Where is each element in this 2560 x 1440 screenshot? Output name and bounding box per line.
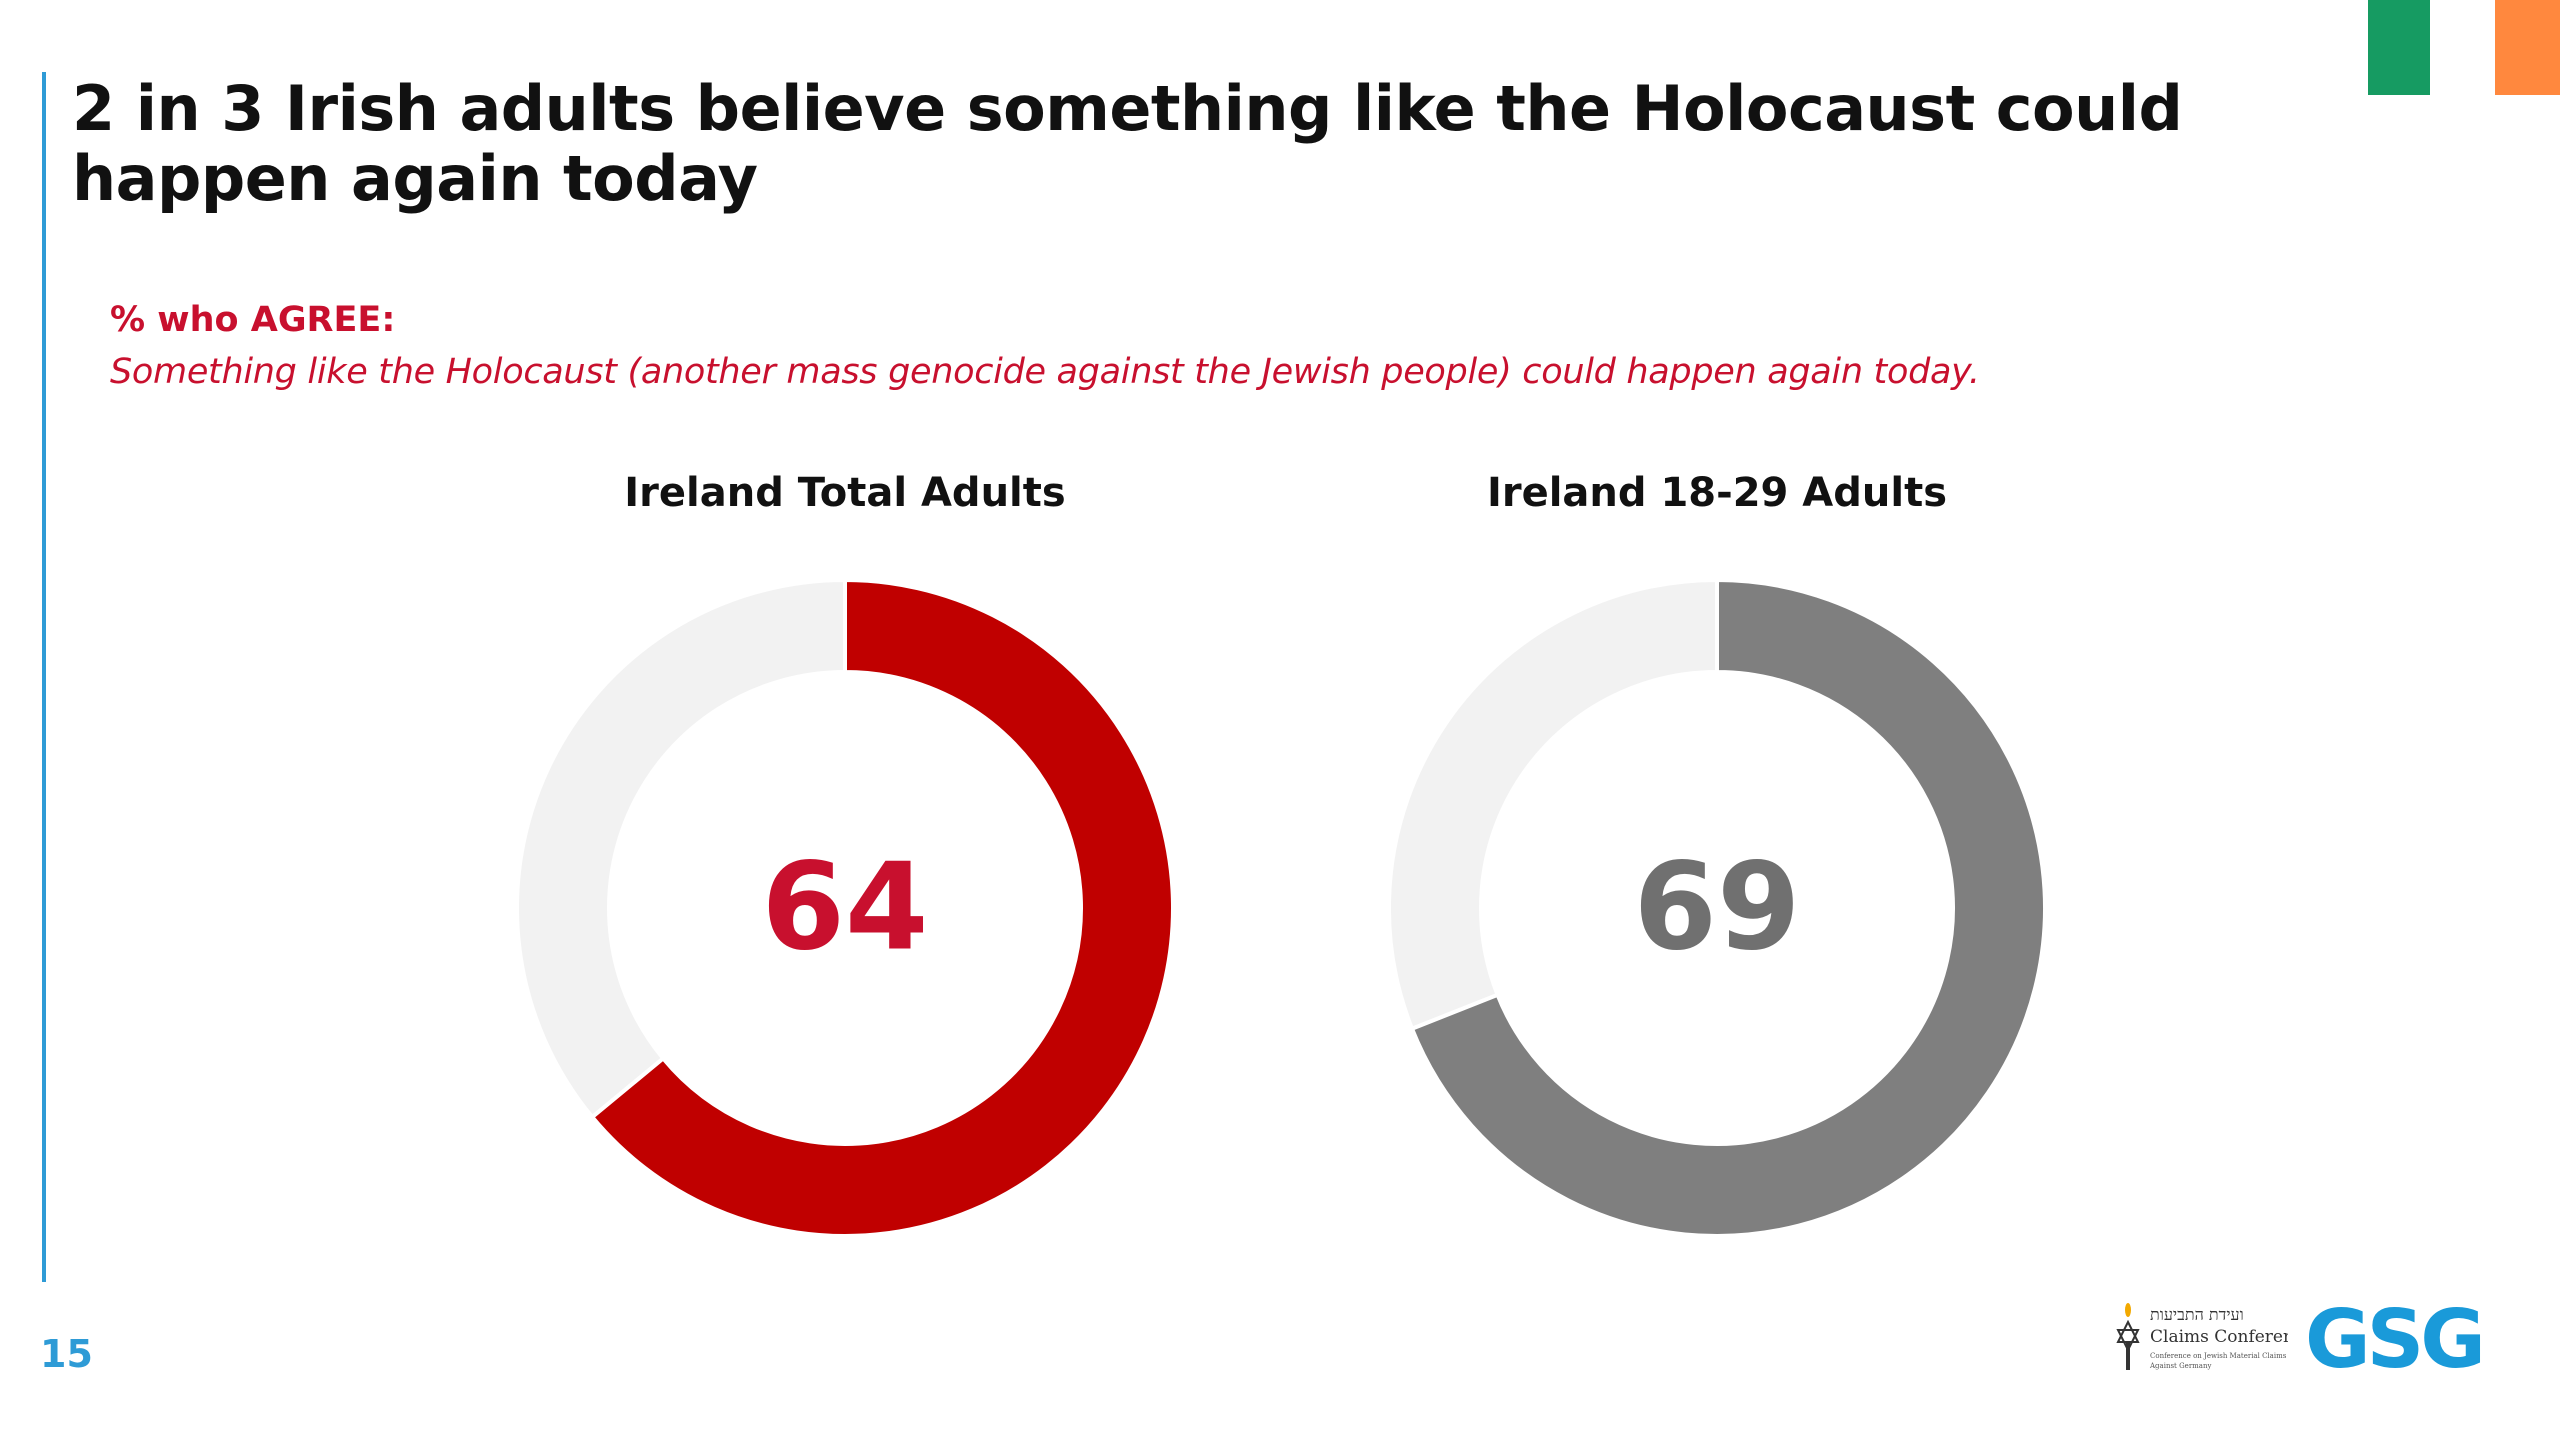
claims-sub-text-2: Against Germany: [2149, 1362, 2211, 1370]
claims-hebrew-text: ועידת התביעות: [2150, 1305, 2244, 1324]
chart-title-youth: Ireland 18-29 Adults: [1486, 470, 1948, 516]
claims-conference-logo: ועידת התביעות Claims Conference Conferen…: [2116, 1303, 2288, 1370]
survey-statement: Something like the Holocaust (another ma…: [110, 352, 1980, 392]
donut-chart-total: 64: [517, 580, 1173, 1236]
donut-arc-youth: [1409, 580, 2045, 1236]
left-accent-rule: [42, 72, 46, 1282]
claims-name-text: Claims Conference: [2150, 1327, 2288, 1347]
donut-value-total: 64: [762, 839, 929, 978]
flag-green-stripe: [2368, 0, 2430, 95]
chart-title-total: Ireland Total Adults: [624, 470, 1066, 516]
candle-star-icon: [2116, 1303, 2140, 1370]
agree-label: % who AGREE:: [110, 300, 396, 340]
slide-title: 2 in 3 Irish adults believe something li…: [72, 72, 2183, 215]
gsg-logo: GSG: [2305, 1293, 2486, 1386]
donut-chart-youth: 69: [1389, 580, 2045, 1236]
donut-value-youth: 69: [1634, 839, 1801, 978]
claims-sub-text-1: Conference on Jewish Material Claims: [2150, 1352, 2287, 1360]
page-number: 15: [40, 1332, 93, 1376]
donut-arc-total: [589, 580, 1173, 1236]
donut-track-total: [517, 580, 847, 1120]
flag-orange-stripe: [2495, 0, 2560, 95]
donut-track-youth: [1389, 580, 1719, 1032]
